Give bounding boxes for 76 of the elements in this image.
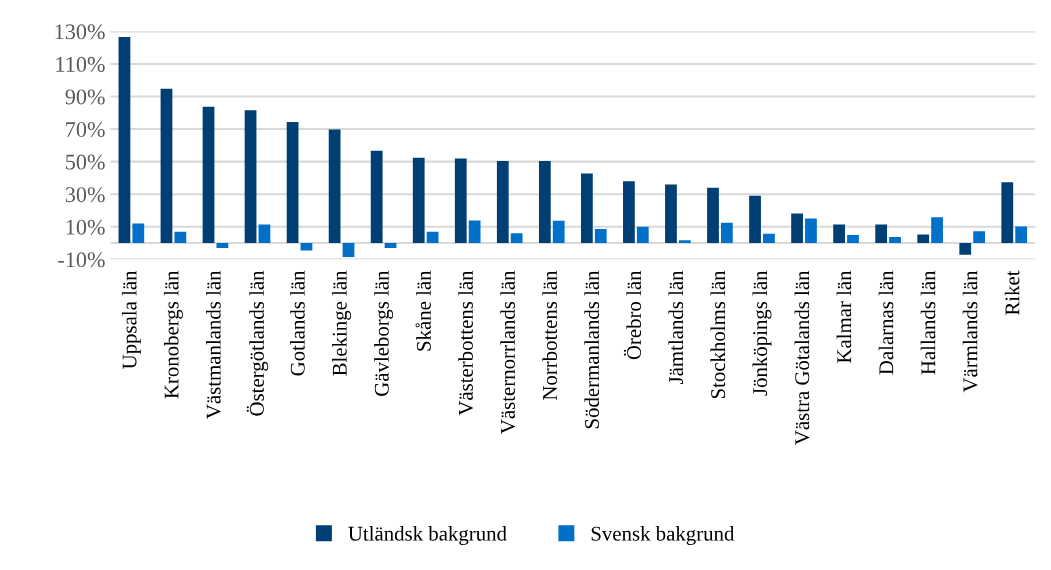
bar: [1015, 226, 1028, 244]
bar: [594, 229, 607, 244]
bar: [791, 213, 803, 244]
bar: [678, 240, 691, 244]
x-tick-label: Kronobergs län: [163, 270, 183, 399]
y-tick-label: 130%: [55, 24, 105, 40]
x-tick-label: Skåne län: [415, 270, 431, 351]
bar: [370, 150, 383, 244]
bar: [244, 110, 257, 244]
bar: [468, 220, 481, 244]
x-tick-label: Blekinge län: [332, 270, 352, 376]
bar: [496, 160, 509, 244]
x-tick-label: Riket: [1004, 270, 1020, 315]
bar: [973, 231, 985, 244]
x-tick-label: Gotlands län: [290, 270, 305, 376]
legend-label: Utländsk bakgrund: [348, 526, 507, 545]
x-tick-label: Västra Götalands län: [794, 270, 810, 445]
x-tick-label: Västerbottens län: [458, 270, 474, 416]
bar: [875, 224, 888, 244]
bar: [538, 160, 551, 244]
bar: [384, 243, 397, 248]
bar: [510, 233, 523, 244]
bar: [286, 122, 299, 244]
bar: [805, 218, 817, 244]
bar: [426, 231, 439, 244]
x-tick-label: Jämtlands län: [668, 270, 684, 385]
bar: [959, 243, 972, 255]
y-tick-label: 90%: [65, 89, 105, 105]
bar: [931, 217, 943, 244]
x-tick-label: Västernorrlands län: [500, 270, 516, 434]
bar: [707, 187, 719, 244]
bar: [623, 181, 635, 244]
bar: [833, 224, 845, 244]
bar: [328, 129, 341, 244]
bar: [665, 184, 677, 244]
bar: [132, 223, 145, 244]
bar: [412, 157, 425, 244]
bar: [174, 231, 187, 244]
x-tick-label: Norrbottens län: [542, 270, 557, 401]
bar: [749, 195, 761, 244]
y-tick-label: 10%: [66, 219, 105, 235]
bar: [216, 243, 229, 248]
x-tick-label: Örebro län: [623, 270, 642, 360]
bar: [202, 106, 215, 244]
bar: [1001, 182, 1014, 244]
x-tick-label: Kalmar län: [836, 270, 852, 363]
bar: [118, 37, 131, 244]
x-tick-label: Dalarnas län: [878, 270, 894, 375]
x-tick-label: Hallands län: [920, 270, 936, 375]
bar: [342, 243, 355, 258]
bar: [580, 173, 593, 244]
legend-label: Svensk bakgrund: [591, 526, 735, 545]
bar: [552, 220, 565, 244]
bar: [300, 243, 313, 251]
bar: [763, 233, 775, 244]
bar: [636, 226, 649, 244]
bar: [454, 158, 467, 244]
x-tick-label: Östergötlands län: [246, 270, 269, 416]
bar: [720, 222, 733, 244]
y-tick-label: -10%: [58, 252, 105, 268]
x-tick-label: Västmanlands län: [206, 270, 221, 419]
x-tick-label: Stockholms län: [710, 270, 726, 399]
x-tick-label: Värmlands län: [962, 270, 978, 393]
y-tick-label: 50%: [66, 154, 105, 170]
x-tick-label: Uppsala län: [121, 270, 141, 369]
x-tick-label: Gävleborgs län: [374, 270, 394, 396]
x-tick-label: Jönköpings län: [752, 270, 772, 396]
bar: [847, 235, 859, 244]
bar: [160, 88, 173, 244]
y-tick-label: 70%: [66, 122, 105, 138]
bar: [889, 237, 901, 244]
bar: [258, 224, 271, 244]
y-tick-label: 110%: [56, 56, 105, 72]
bar: [917, 234, 930, 244]
x-tick-label: Södermanlands län: [584, 270, 600, 429]
y-tick-label: 30%: [65, 187, 105, 203]
